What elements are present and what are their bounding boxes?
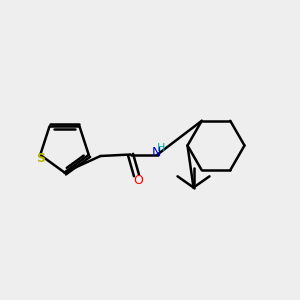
Text: O: O	[133, 174, 143, 188]
Text: S: S	[36, 152, 45, 165]
Text: N: N	[151, 146, 161, 159]
Text: H: H	[157, 143, 165, 153]
